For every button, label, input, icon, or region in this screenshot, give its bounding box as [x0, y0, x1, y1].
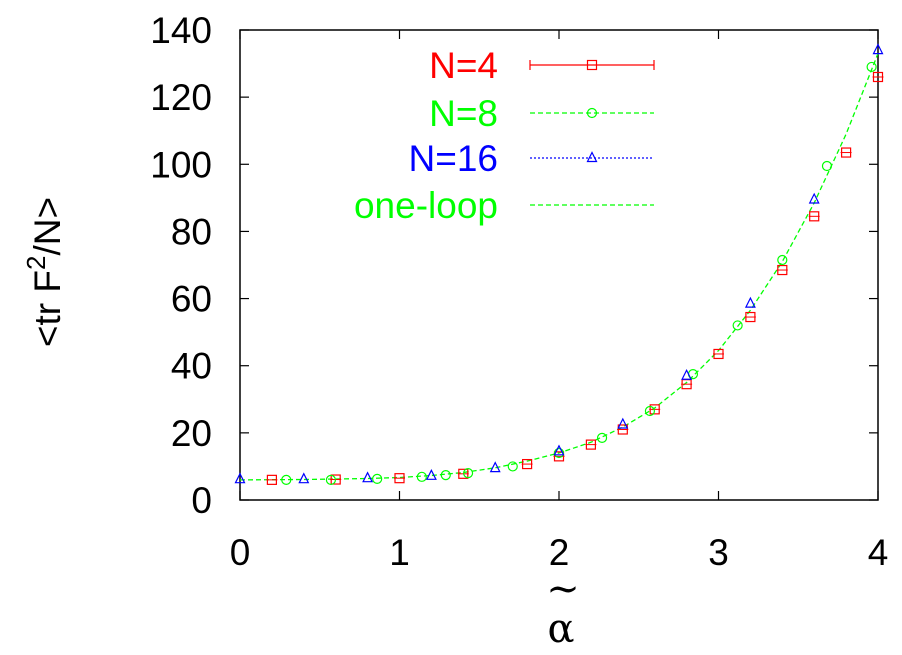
data-point: [866, 61, 877, 73]
data-point: [440, 470, 451, 481]
data-point: [744, 296, 756, 308]
data-point: [872, 43, 884, 55]
data-point: [596, 432, 608, 443]
legend-marker: [586, 151, 598, 163]
data-point: [234, 472, 246, 484]
series-n-8: [281, 61, 877, 485]
legend-item: N=16: [409, 138, 654, 179]
y-tick-label: 60: [171, 279, 212, 320]
x-tick-label: 2: [549, 532, 570, 573]
y-tick-label: 140: [150, 10, 212, 51]
legend-label: N=8: [429, 93, 498, 134]
legend-item: N=8: [429, 93, 654, 134]
data-point: [325, 474, 337, 485]
x-axis: 0 1 2 3 4: [230, 30, 889, 573]
y-tick-label: 0: [191, 480, 212, 521]
legend-item: one-loop: [354, 185, 654, 226]
x-axis-label-accent: ~: [546, 566, 580, 612]
y-tick-label: 100: [150, 144, 212, 185]
y-tick-label: 120: [150, 77, 212, 118]
data-point: [416, 471, 427, 482]
y-axis: 0 20 40 60 80 100 120 140: [150, 10, 878, 521]
legend-label: N=4: [429, 45, 498, 86]
legend-label: one-loop: [354, 185, 498, 226]
data-point: [681, 368, 693, 380]
data-point: [553, 447, 565, 459]
data-point: [507, 461, 518, 472]
data-point: [808, 192, 820, 204]
data-point: [489, 461, 501, 473]
data-point: [281, 474, 292, 485]
series-n-4: [266, 71, 884, 485]
x-tick-label: 0: [230, 532, 251, 573]
x-axis-label: α: [547, 606, 574, 652]
data-point: [462, 468, 474, 479]
one-loop-curve: [239, 53, 879, 481]
data-point: [298, 472, 310, 484]
legend-marker: [586, 107, 598, 119]
y-axis-label: <tr F2/N>: [21, 197, 68, 347]
legend-label: N=16: [409, 138, 498, 179]
data-point: [644, 405, 656, 417]
data-point: [425, 468, 437, 480]
series-layer: [234, 43, 884, 485]
data-point: [362, 471, 374, 483]
y-tick-label: 20: [171, 413, 212, 454]
legend-item: N=4: [429, 45, 655, 86]
x-tick-label: 4: [868, 532, 889, 573]
series-n-16: [234, 43, 884, 484]
data-point: [553, 444, 565, 456]
data-point: [777, 254, 788, 266]
data-point: [732, 320, 743, 331]
legend: N=4 N=8N=16 one-loop: [354, 45, 655, 226]
data-point: [821, 160, 833, 172]
y-tick-label: 40: [171, 346, 212, 387]
data-point: [617, 417, 629, 429]
y-tick-label: 80: [171, 211, 212, 252]
x-tick-label: 3: [708, 532, 729, 573]
data-point: [372, 473, 383, 484]
x-tick-label: 1: [389, 532, 410, 573]
